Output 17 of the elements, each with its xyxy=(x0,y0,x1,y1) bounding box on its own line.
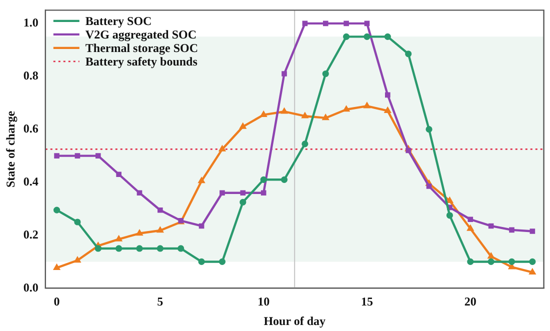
x-tick-label: 10 xyxy=(258,294,270,308)
y-tick-label: 1.0 xyxy=(23,16,38,30)
x-tick-label: 5 xyxy=(157,294,164,308)
legend-label: V2G aggregated SOC xyxy=(85,28,197,42)
y-tick-label: 0.0 xyxy=(23,280,38,294)
x-tick-label: 20 xyxy=(464,294,476,308)
legend-label: Battery SOC xyxy=(85,14,152,28)
legend-label: Battery safety bounds xyxy=(85,54,198,69)
y-tick-label: 0.2 xyxy=(23,227,38,242)
x-axis-title: Hour of day xyxy=(264,314,326,328)
y-axis-title: State of charge xyxy=(3,110,18,188)
y-tick-label: 0.4 xyxy=(23,174,38,188)
x-tick-label: 15 xyxy=(360,294,373,308)
y-tick-label: 0.6 xyxy=(23,121,38,136)
legend-label: Thermal storage SOC xyxy=(85,41,198,56)
x-tick-label: 0 xyxy=(54,294,60,308)
y-tick-label: 0.8 xyxy=(23,68,38,82)
